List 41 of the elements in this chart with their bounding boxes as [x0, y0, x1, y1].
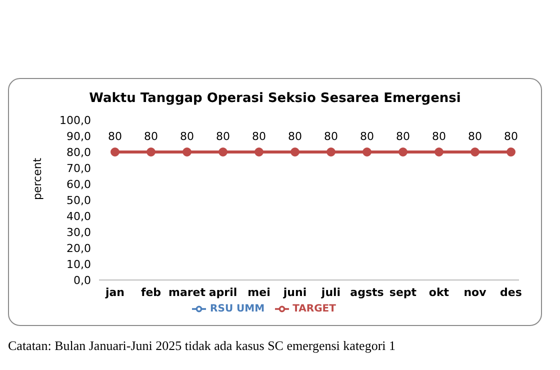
- data-label: 80: [180, 130, 194, 143]
- data-label: 80: [252, 130, 266, 143]
- x-tick-label: mei: [248, 286, 270, 299]
- data-label: 80: [504, 130, 518, 143]
- y-tick-label: 70,0: [66, 162, 91, 175]
- data-label: 80: [144, 130, 158, 143]
- data-label: 80: [216, 130, 230, 143]
- x-tick-label: juli: [320, 286, 341, 299]
- data-label: 80: [396, 130, 410, 143]
- data-label: 80: [432, 130, 446, 143]
- legend-label: RSU UMM: [210, 304, 265, 315]
- text: Catatan: Bulan Januari-Juni 2025 tidak ada kasus SC emergensi kategori 1: [8, 338, 397, 354]
- x-tick-label: agsts: [350, 286, 384, 299]
- y-tick-label: 40,0: [66, 210, 91, 223]
- x-tick-label: juni: [282, 286, 307, 299]
- data-label: 80: [360, 130, 374, 143]
- x-tick-label: feb: [140, 286, 162, 299]
- y-tick-label: 20,0: [66, 242, 91, 255]
- y-axis-title: percent: [30, 157, 44, 200]
- x-tick-label: april: [208, 286, 238, 299]
- y-tick-label: 80,0: [66, 146, 91, 159]
- y-tick-label: 0,0: [74, 274, 91, 287]
- x-tick-label: des: [500, 286, 522, 299]
- y-tick-label: 30,0: [66, 226, 91, 239]
- data-label: 80: [288, 130, 302, 143]
- y-tick-label: 10,0: [66, 258, 91, 271]
- x-tick-label: maret: [168, 286, 206, 299]
- x-tick-label: sept: [389, 286, 417, 299]
- chart-title: Waktu Tanggap Operasi Seksio Sesarea Emergensi: [88, 91, 462, 106]
- x-tick-label: nov: [464, 286, 488, 299]
- data-label: 80: [468, 130, 482, 143]
- y-tick-label: 100,0: [60, 114, 91, 127]
- legend-label: TARGET: [292, 304, 336, 315]
- data-label: 80: [324, 130, 338, 143]
- y-tick-label: 60,0: [66, 178, 91, 191]
- y-tick-label: 90,0: [66, 130, 91, 143]
- x-tick-label: okt: [428, 286, 450, 299]
- chart-frame: Waktu Tanggap Operasi Seksio Sesarea Emergensi RSU UMM TARGET jan feb maret april mei juni juli agsts sept okt nov des 0,0 10,0 20,0 30,0 40,0 50,0 60,0 70,0 80,0 90,0 100,0 percent 80 80 80 80 80 80 80 80 80 80 80 80: [8, 78, 542, 326]
- y-tick-label: 50,0: [66, 194, 91, 207]
- data-label: 80: [108, 130, 122, 143]
- x-tick-label: jan: [104, 286, 125, 299]
